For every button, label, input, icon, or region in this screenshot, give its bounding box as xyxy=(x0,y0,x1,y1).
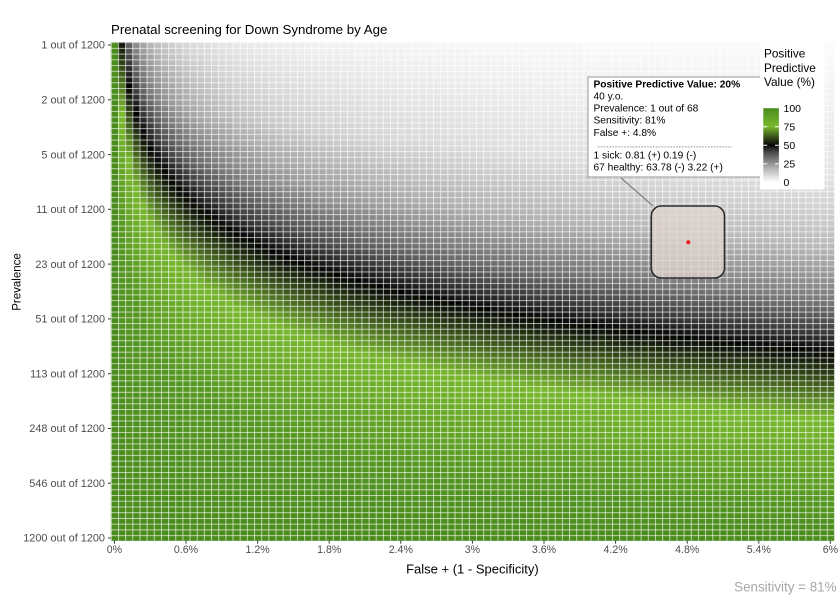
svg-text:40 y.o.: 40 y.o. xyxy=(594,92,624,103)
svg-text:1 sick: 0.81 (+) 0.19 (-): 1 sick: 0.81 (+) 0.19 (-) xyxy=(594,151,697,162)
svg-text:0%: 0% xyxy=(107,544,123,556)
svg-text:4.8%: 4.8% xyxy=(675,544,700,556)
svg-text:25: 25 xyxy=(784,159,796,171)
svg-text:546 out of 1200: 546 out of 1200 xyxy=(29,478,105,490)
svg-text:Prevalence: 1 out of 68: Prevalence: 1 out of 68 xyxy=(594,103,699,114)
svg-text:Prenatal screening for Down Sy: Prenatal screening for Down Syndrome by … xyxy=(111,22,387,37)
svg-text:Prevalence: Prevalence xyxy=(12,253,24,311)
svg-text:Sensitivity = 81%: Sensitivity = 81% xyxy=(734,579,836,594)
svg-text:Sensitivity: 81%: Sensitivity: 81% xyxy=(594,116,666,127)
svg-text:51 out of 1200: 51 out of 1200 xyxy=(35,314,105,326)
svg-text:113 out of 1200: 113 out of 1200 xyxy=(30,368,105,380)
svg-text:6%: 6% xyxy=(823,544,839,556)
svg-text:1 out of 1200: 1 out of 1200 xyxy=(41,40,105,52)
svg-text:Positive Predictive Value: 20%: Positive Predictive Value: 20% xyxy=(594,79,741,90)
svg-text:3.6%: 3.6% xyxy=(532,544,557,556)
svg-text:67 healthy: 63.78 (-) 3.22 (+): 67 healthy: 63.78 (-) 3.22 (+) xyxy=(594,163,723,174)
svg-text:2.4%: 2.4% xyxy=(389,544,414,556)
svg-text:1.2%: 1.2% xyxy=(246,544,271,556)
svg-text:5 out of 1200: 5 out of 1200 xyxy=(41,149,105,161)
svg-text:50: 50 xyxy=(784,140,796,152)
svg-text:Predictive: Predictive xyxy=(764,61,816,75)
svg-text:5.4%: 5.4% xyxy=(747,544,772,556)
svg-text:0.6%: 0.6% xyxy=(174,544,199,556)
svg-text:2 out of 1200: 2 out of 1200 xyxy=(41,95,105,107)
svg-text:75: 75 xyxy=(784,122,796,134)
svg-text:11 out of 1200: 11 out of 1200 xyxy=(36,204,105,216)
svg-text:0: 0 xyxy=(784,177,790,189)
svg-text:Value (%): Value (%) xyxy=(764,75,815,89)
svg-text:False +: 4.8%: False +: 4.8% xyxy=(594,128,657,139)
svg-text:23 out of 1200: 23 out of 1200 xyxy=(35,259,105,271)
svg-text:100: 100 xyxy=(784,103,802,115)
svg-text:248 out of 1200: 248 out of 1200 xyxy=(29,423,105,435)
svg-text:3%: 3% xyxy=(465,544,481,556)
svg-text:1.8%: 1.8% xyxy=(317,544,342,556)
svg-text:1200 out of 1200: 1200 out of 1200 xyxy=(23,533,105,545)
svg-text:Positive: Positive xyxy=(764,47,806,61)
svg-text:False + (1 - Specificity): False + (1 - Specificity) xyxy=(406,562,539,577)
svg-text:4.2%: 4.2% xyxy=(604,544,629,556)
